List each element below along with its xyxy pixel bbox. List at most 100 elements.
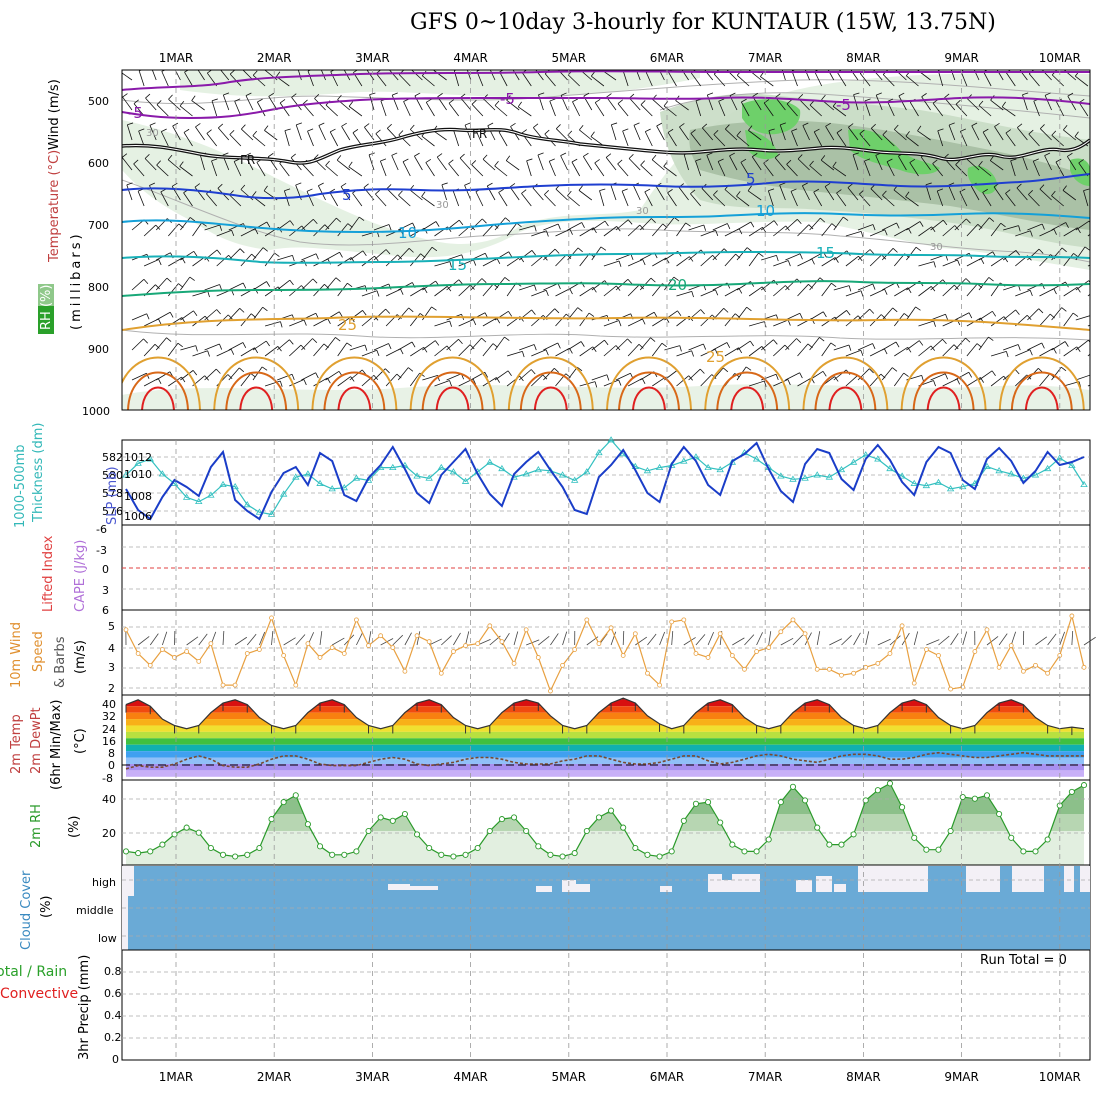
wind-barb-flag: [252, 70, 258, 76]
date-label-bottom: 3MAR: [355, 1070, 390, 1084]
wind-barb: [543, 223, 559, 231]
wind-barb-flag: [880, 314, 886, 319]
run-total: Run Total = 0: [980, 953, 1067, 968]
wind-barb: [633, 185, 641, 201]
wind-barb: [579, 312, 590, 327]
wind-barb-flag: [431, 246, 438, 252]
wind-barb-flag: [1088, 280, 1090, 284]
svg-text:8: 8: [108, 747, 115, 760]
wind-barb: [1017, 127, 1028, 141]
wind-barb: [917, 130, 931, 141]
wind10m-barb: [562, 631, 568, 646]
wind-barb-flag: [892, 248, 898, 253]
wind-barb: [773, 285, 786, 297]
wind-barb: [978, 217, 990, 231]
wind-barb-flag: [364, 344, 368, 351]
wind-barb: [252, 135, 266, 147]
wind-barb: [748, 226, 763, 237]
wind-barb: [700, 229, 716, 237]
wind-barb: [579, 129, 593, 141]
wind-barb-flag: [534, 284, 537, 291]
wind-barb: [663, 166, 677, 177]
wind-barb: [791, 131, 798, 147]
pressure-ticks: 500 600 700 800 900 1000: [82, 95, 110, 418]
wind-barb-flag: [252, 191, 257, 197]
temp-band: [126, 725, 1084, 732]
wind10m-point: [887, 651, 893, 656]
wind-barb: [948, 185, 956, 201]
wind-barb: [688, 343, 704, 351]
wind-barb: [375, 73, 387, 87]
wind10m-barb: [1071, 631, 1074, 646]
wind-barb-flag: [738, 228, 743, 235]
wind10m-barb: [635, 636, 648, 646]
wind-barb-flag: [604, 339, 609, 346]
date-labels-top: 1MAR 2MAR 3MAR 4MAR 5MAR 6MAR 7MAR 8MAR 9MAR 10MA…: [159, 51, 1081, 65]
wind-barb: [970, 185, 980, 201]
rh2m-point: [777, 799, 784, 806]
wind-barb-flag: [576, 366, 583, 372]
contour-plus30-arch: [814, 371, 877, 410]
wind-barb: [1039, 373, 1051, 387]
wind-barb: [790, 191, 798, 207]
wind-barb-flag: [143, 338, 148, 344]
wind-barb: [679, 126, 689, 141]
wind-barb-flag: [977, 224, 983, 229]
wind10m-point: [863, 664, 869, 670]
wind-barb: [279, 102, 290, 117]
wind-barb-flag: [289, 220, 294, 226]
wind-barb: [532, 187, 544, 201]
wind-barb: [252, 281, 267, 291]
wind-barb: [676, 222, 687, 237]
wind10m-point: [1069, 613, 1075, 619]
wind-barb-flag: [955, 99, 961, 105]
wind-barb-flag: [667, 128, 674, 133]
wind-barb-flag: [1028, 129, 1034, 135]
wind-barb-flag: [750, 221, 755, 228]
rh2m-point: [838, 841, 845, 848]
wind10m-point: [1008, 643, 1014, 648]
wind-barb: [824, 186, 835, 201]
wind-barb-flag: [534, 225, 537, 232]
rh2m-point: [571, 850, 578, 857]
wind10m-point: [244, 651, 250, 656]
wind-barb: [318, 125, 326, 141]
wind-barb: [379, 160, 387, 177]
slp-label-slp: SLP (mb): [105, 466, 120, 525]
wind-barb-flag: [892, 307, 898, 313]
wind-barb: [895, 70, 907, 81]
wind-barb: [930, 279, 944, 291]
wind-barb: [978, 165, 992, 177]
wind-barb: [930, 219, 944, 231]
svg-text:2: 2: [108, 682, 115, 695]
wind-barb: [813, 191, 823, 207]
wind-barb: [898, 155, 907, 171]
wind-barb: [459, 157, 472, 171]
thickness-point: [461, 477, 470, 484]
wind-barb: [591, 280, 605, 291]
wind-barb-flag: [762, 227, 767, 233]
wind-barb: [567, 195, 580, 207]
wind-barb: [297, 70, 302, 81]
wind-barb: [156, 164, 169, 177]
thickness-point: [546, 467, 555, 474]
wind-barb-flag: [348, 101, 354, 107]
thickness-point: [1019, 474, 1028, 481]
wind-barb: [197, 70, 205, 81]
wind-barb: [434, 320, 450, 327]
wind-barb-flag: [386, 184, 392, 189]
precip-panel: Run Total = 0 0.8 0.6 0.4 0.2 0 Total / …: [0, 949, 1091, 1066]
wind-barb-flag: [966, 218, 971, 224]
wind-barb-flag: [1072, 312, 1079, 317]
wind-barb-flag: [239, 367, 245, 373]
wind10m-barb: [901, 632, 910, 646]
wind-barb-flag: [234, 98, 241, 102]
wind10m-barb: [877, 638, 891, 646]
wind10m-point: [1045, 670, 1051, 676]
wind-barb-flag: [578, 185, 583, 191]
wind-barb-flag: [155, 284, 160, 290]
wind-barb: [555, 313, 567, 327]
wind-barb: [256, 101, 266, 117]
wind-barb: [519, 344, 535, 351]
wind-barb: [167, 283, 179, 297]
